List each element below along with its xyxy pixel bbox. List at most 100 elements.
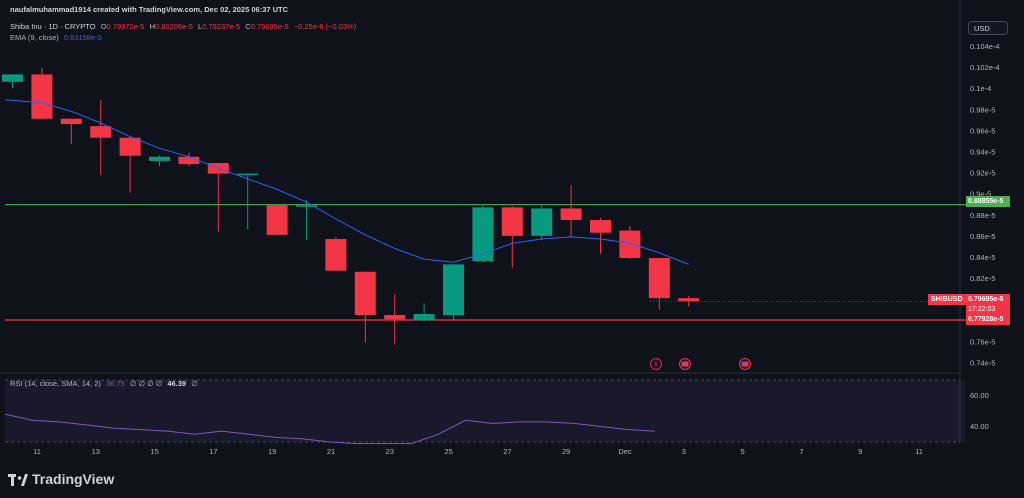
rsi-line[interactable] (4, 413, 656, 445)
price-axis-label: 0.82e-5 (970, 274, 995, 283)
rsi-value-1: 36.75 (105, 379, 125, 388)
price-axis-label: 0.104e-4 (970, 42, 1000, 51)
ema-line[interactable] (4, 99, 689, 265)
candle[interactable] (560, 185, 582, 237)
rsi-axis-label: 40.00 (970, 422, 989, 431)
rsi-pane[interactable]: 60.00 40.00 (4, 379, 989, 445)
time-axis-label: 27 (503, 447, 511, 456)
rsi-label[interactable]: RSI (14, close, SMA, 14, 2) (10, 379, 101, 388)
close-label: C (245, 22, 251, 31)
price-axis-label: 0.92e-5 (970, 169, 995, 178)
ema-label[interactable]: EMA (9, close) (10, 33, 59, 42)
time-axis-label: 11 (33, 447, 41, 456)
candle[interactable] (119, 135, 141, 193)
candle-body (354, 271, 376, 316)
tradingview-logo-icon (8, 474, 28, 487)
time-axis-label: 3 (682, 447, 686, 456)
candle-body (90, 126, 112, 138)
level-lines[interactable] (5, 204, 966, 321)
last-price-tag: 0.79695e-5 (966, 294, 1010, 305)
candle[interactable] (207, 163, 229, 232)
candle-body (266, 205, 288, 235)
time-axis-label: 5 (741, 447, 745, 456)
candle[interactable] (413, 303, 435, 322)
time-axis-label: 25 (444, 447, 452, 456)
candle[interactable] (31, 68, 53, 120)
price-axis-label: 0.1e-4 (970, 84, 991, 93)
candle[interactable] (619, 226, 641, 260)
candle-body (60, 118, 82, 125)
rsi-value-2: 46.39 (167, 379, 187, 388)
event-flag-icon[interactable] (679, 358, 691, 370)
price-axis-label: 0.102e-4 (970, 63, 1000, 72)
candle[interactable] (443, 264, 464, 321)
candle[interactable] (266, 205, 288, 235)
event-flash-icon[interactable] (650, 358, 662, 370)
low-label: L (198, 22, 203, 31)
candle[interactable] (237, 173, 259, 230)
price-axis-label: 0.94e-5 (970, 147, 995, 156)
close-value: 0.79695e-5 (250, 22, 289, 31)
price-axis-label: 0.96e-5 (970, 126, 995, 135)
rsi-band (5, 380, 965, 442)
red-level-tag: 0.77928e-5 (966, 314, 1010, 325)
rsi-extra: ∅ (191, 379, 198, 388)
candle-body (31, 74, 53, 119)
candle-body (590, 220, 611, 233)
candle[interactable] (296, 199, 317, 241)
candle-body (384, 315, 406, 320)
candle-body (2, 74, 23, 82)
events-row[interactable] (650, 358, 751, 370)
candle-body (296, 205, 317, 207)
green-level-tag: 0.88855e-5 (966, 196, 1010, 207)
time-axis-label: 13 (92, 447, 100, 456)
candles-group[interactable] (2, 68, 700, 345)
rsi-legend[interactable]: RSI (14, close, SMA, 14, 2) 36.75 ∅ ∅ ∅ … (10, 379, 201, 388)
time-axis-label: 15 (150, 447, 158, 456)
candle[interactable] (149, 155, 170, 167)
candle-body (237, 173, 259, 176)
low-value: 0.79237e-5 (202, 22, 241, 31)
candle[interactable] (178, 152, 200, 167)
symbol-tag: SHIBUSD (928, 294, 966, 305)
candle[interactable] (678, 296, 700, 307)
candle[interactable] (384, 293, 406, 345)
time-axis-label: 11 (915, 447, 923, 456)
price-axis-label: 0.76e-5 (970, 337, 995, 346)
candle-body (560, 208, 582, 221)
currency-button[interactable]: USD (968, 21, 1008, 35)
time-axis-label: 9 (858, 447, 862, 456)
price-axis-label: 0.9e-5 (970, 190, 991, 199)
price-axis-label: 0.88e-5 (970, 211, 995, 220)
time-axis[interactable]: 11 13 15 17 19 21 23 25 27 29 Dec 3 5 7 9 11 (33, 447, 923, 456)
candle[interactable] (60, 118, 82, 145)
candle[interactable] (531, 205, 553, 241)
price-axis-label: 0.86e-5 (970, 232, 995, 241)
symbol-title[interactable]: Shiba Inu · 1D · CRYPTO (10, 22, 96, 31)
time-axis-label: 7 (799, 447, 803, 456)
time-axis-label: Dec (618, 447, 632, 456)
candle[interactable] (472, 205, 494, 262)
candle[interactable] (648, 258, 670, 310)
candle-body (149, 156, 170, 161)
event-flag-icon[interactable] (739, 358, 751, 370)
rsi-axis-label: 60.00 (970, 391, 989, 400)
candle[interactable] (325, 236, 347, 271)
price-axis-label: 0.98e-5 (970, 105, 995, 114)
candle[interactable] (590, 217, 611, 254)
open-label: O (100, 22, 107, 31)
candle[interactable] (90, 99, 112, 175)
tradingview-logo[interactable]: TradingView (8, 471, 114, 487)
candle-body (325, 239, 347, 271)
tradingview-logo-text: TradingView (32, 471, 115, 487)
candle[interactable] (501, 206, 523, 268)
ema-legend[interactable]: EMA (9, close) 0.83158e-5 (10, 33, 105, 42)
candle-body (443, 264, 464, 316)
candle-body (472, 207, 494, 262)
candle[interactable] (354, 271, 376, 343)
candle[interactable] (2, 74, 23, 89)
ohlc-legend[interactable]: Shiba Inu · 1D · CRYPTO O0.79972e-5 H0.8… (10, 22, 359, 31)
rsi-axis: 60.00 40.00 (970, 391, 989, 431)
candle-body (648, 258, 670, 299)
